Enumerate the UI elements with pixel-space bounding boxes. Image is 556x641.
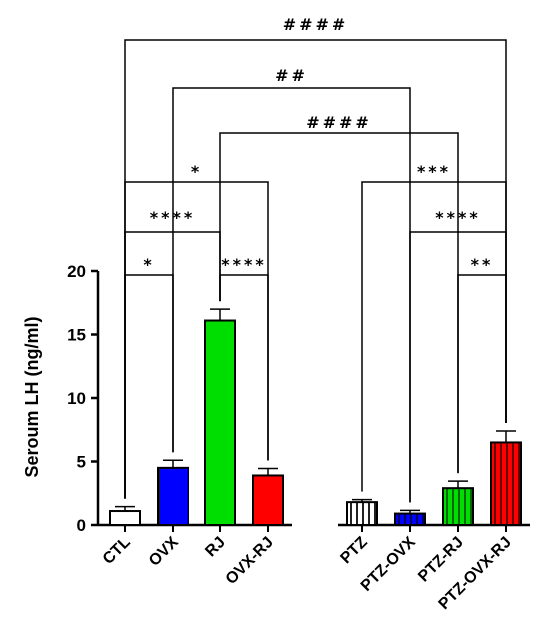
significance-label: **** (435, 208, 480, 227)
y-tick-label: 20 (67, 262, 86, 281)
bar-rj (204, 319, 236, 526)
bar-ovx-rj (252, 474, 284, 526)
bar-ptz-ovx (394, 512, 426, 527)
y-tick-label: 5 (77, 453, 86, 472)
bar-ovx (157, 466, 189, 527)
significance-label: #### (283, 15, 349, 34)
significance-label: * (143, 255, 154, 274)
significance-bracket (219, 132, 459, 474)
significance-bracket (172, 87, 411, 503)
significance-label: ** (471, 255, 494, 274)
bar-ctl (109, 510, 141, 526)
bar-ptz-ovx-rj (490, 441, 522, 527)
bar-ptz (346, 501, 378, 527)
x-tick-label: PTZ (337, 534, 371, 568)
significance-label: * (191, 162, 202, 181)
significance-label: #### (306, 113, 372, 132)
x-tick-label: RJ (202, 534, 228, 560)
significance-bracket (124, 274, 174, 499)
y-tick-label: 0 (77, 516, 86, 535)
x-tick-label: OVX (146, 534, 182, 570)
significance-label: *** (417, 162, 451, 181)
significance-label: **** (221, 255, 266, 274)
y-tick-label: 15 (67, 326, 86, 345)
y-axis-title: Seroum LH (ng/ml) (22, 316, 42, 477)
x-tick-label: CTL (100, 534, 134, 568)
bar-ptz-rj (442, 487, 474, 527)
significance-bracket (124, 181, 269, 499)
significance-bracket (361, 181, 507, 492)
significance-bracket (124, 39, 507, 499)
x-tick-label: OVX-RJ (223, 534, 277, 588)
significance-label: **** (150, 208, 195, 227)
y-tick-label: 10 (67, 389, 86, 408)
significance-label: ## (275, 66, 308, 85)
